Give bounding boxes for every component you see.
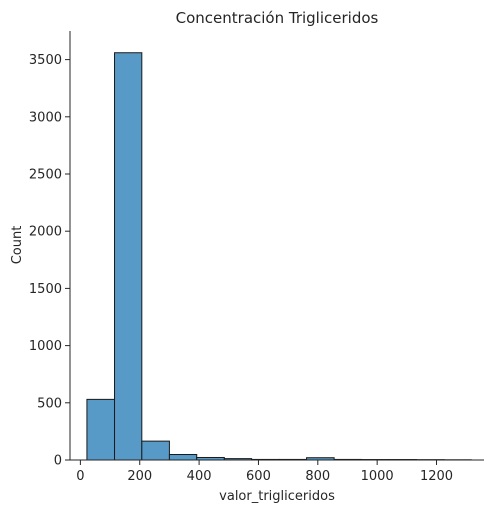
x-tick-label: 1200 (420, 469, 453, 484)
y-tick-label: 3500 (29, 53, 62, 68)
y-tick-label: 1000 (29, 339, 62, 354)
x-ticks-group: 0 200 400 600 800 1000 1200 (76, 460, 453, 484)
y-tick-label: 2000 (29, 225, 62, 240)
y-tick-label: 0 (54, 454, 62, 469)
x-axis-label: valor_trigliceridos (219, 489, 335, 504)
y-tick-label: 500 (37, 396, 62, 411)
x-tick-label: 400 (187, 469, 212, 484)
y-axis-label: Count (10, 226, 25, 265)
chart-title: Concentración Trigliceridos (176, 9, 379, 27)
histogram-bar (114, 52, 143, 461)
histogram-bar (168, 454, 198, 461)
x-tick-label: 800 (305, 469, 330, 484)
x-tick-label: 600 (246, 469, 271, 484)
y-tick-label: 2500 (29, 168, 62, 183)
x-tick-label: 0 (76, 469, 84, 484)
histogram-bar (86, 398, 116, 461)
y-tick-label: 1500 (29, 282, 62, 297)
bars-group (86, 52, 472, 461)
y-ticks-group: 0 500 1000 1500 2000 2500 3000 3500 (29, 53, 70, 469)
y-tick-label: 3000 (29, 110, 62, 125)
x-tick-label: 1000 (361, 469, 394, 484)
histogram-bar (141, 440, 170, 461)
x-tick-label: 200 (127, 469, 152, 484)
